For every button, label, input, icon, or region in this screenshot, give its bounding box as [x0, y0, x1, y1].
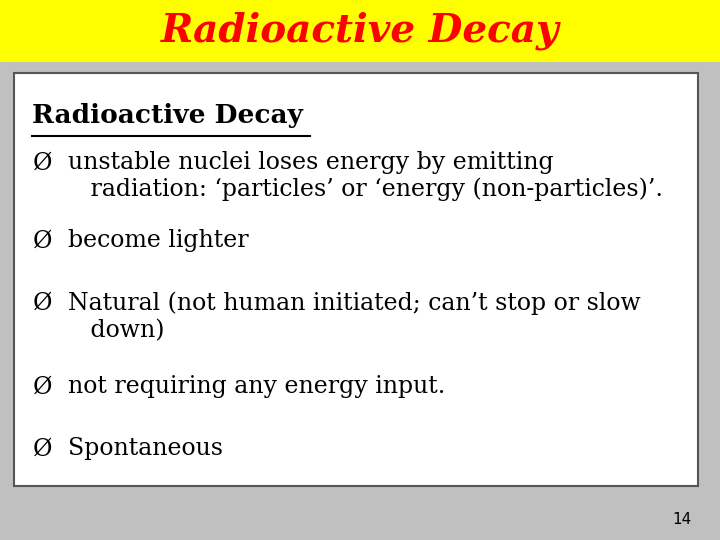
Text: become lighter: become lighter — [68, 230, 249, 253]
Text: Ø: Ø — [32, 437, 52, 461]
Text: Radioactive Decay: Radioactive Decay — [32, 103, 303, 127]
Text: Radioactive Decay: Radioactive Decay — [161, 12, 559, 50]
Text: Ø: Ø — [32, 375, 52, 399]
FancyBboxPatch shape — [0, 0, 720, 62]
Text: 14: 14 — [672, 511, 691, 526]
Text: Ø: Ø — [32, 230, 52, 253]
Text: Natural (not human initiated; can’t stop or slow
   down): Natural (not human initiated; can’t stop… — [68, 292, 641, 342]
FancyBboxPatch shape — [14, 73, 698, 486]
Text: unstable nuclei loses energy by emitting
   radiation: ‘particles’ or ‘energy (n: unstable nuclei loses energy by emitting… — [68, 151, 663, 201]
Text: Ø: Ø — [32, 292, 52, 315]
Text: not requiring any energy input.: not requiring any energy input. — [68, 375, 446, 399]
Text: Ø: Ø — [32, 151, 52, 174]
Text: Spontaneous: Spontaneous — [68, 437, 223, 461]
